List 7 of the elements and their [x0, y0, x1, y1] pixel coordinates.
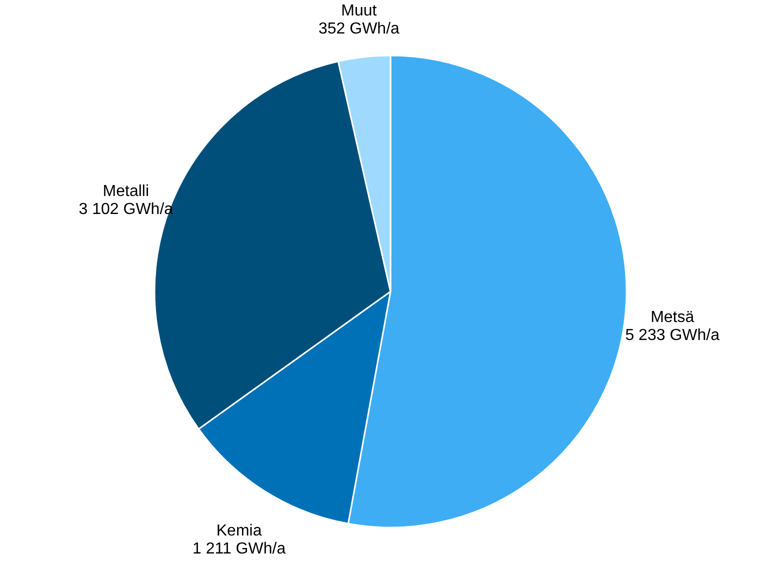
data-label: 5 233 GWh/a [625, 326, 720, 344]
data-label: 352 GWh/a [318, 20, 400, 38]
slice-label: Metalli [102, 183, 150, 200]
slice-label: Muut [341, 2, 378, 20]
slice-label: Metsä [650, 308, 694, 326]
slice-label: Kemia [216, 522, 262, 540]
data-label: 1 211 GWh/a [192, 540, 286, 558]
